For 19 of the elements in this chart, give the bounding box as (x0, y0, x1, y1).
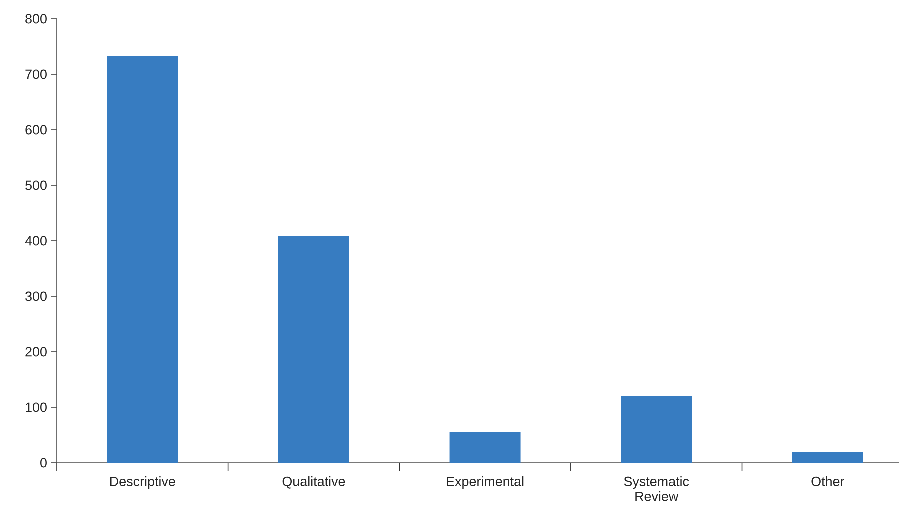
x-tick-label: Other (812, 476, 845, 486)
y-tick-label: 200 (26, 347, 47, 357)
x-tick-label: Qualitative (282, 476, 346, 489)
bar (792, 452, 864, 463)
y-tick-label: 0 (40, 458, 47, 468)
y-tick-label: 100 (26, 402, 47, 412)
bar (107, 56, 178, 463)
bar (450, 432, 521, 463)
x-tick-label: Descriptive (110, 476, 176, 490)
y-tick-label: 300 (26, 292, 47, 302)
x-tick-label: Systematic Review (624, 476, 690, 502)
y-tick-label: 600 (26, 125, 47, 135)
y-tick-label: 500 (26, 180, 47, 190)
y-tick-label: 700 (26, 70, 47, 80)
y-tick-label: 800 (26, 14, 47, 24)
bar (621, 396, 692, 463)
y-tick-label: 400 (25, 236, 47, 246)
x-tick-label: Experimental (447, 476, 524, 490)
bar (278, 236, 350, 463)
